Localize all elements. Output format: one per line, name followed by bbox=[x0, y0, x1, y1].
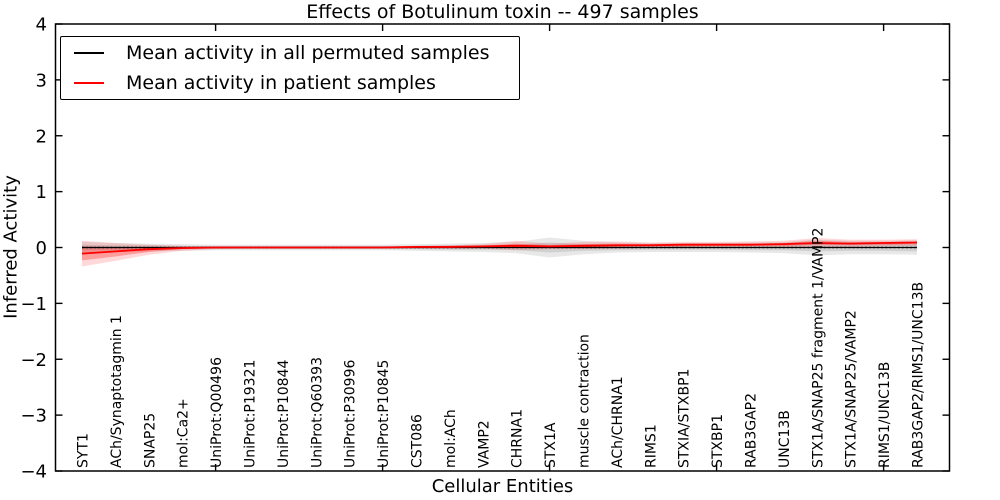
x-category-label: UniProt:P30996 bbox=[343, 360, 359, 468]
x-category-label: UniProt:P19321 bbox=[243, 360, 259, 468]
x-category-label: STXIA/STXBP1 bbox=[677, 369, 693, 468]
band-patient-inner-range bbox=[82, 240, 917, 261]
x-category-label: UniProt:P10844 bbox=[276, 360, 292, 468]
y-tick-label: −1 bbox=[20, 294, 47, 315]
y-tick-label: −4 bbox=[20, 462, 47, 483]
x-category-label: ACh/Synaptotagmin 1 bbox=[109, 315, 125, 468]
x-category-label: RAB3GAP2/RIMS1/UNC13B bbox=[911, 282, 927, 468]
y-tick-label: 2 bbox=[36, 126, 47, 147]
x-category-label: RIMS1/UNC13B bbox=[877, 362, 893, 468]
legend-label: Mean activity in all permuted samples bbox=[126, 41, 490, 64]
x-category-label: muscle contraction bbox=[577, 334, 593, 468]
x-category-label: mol:Ca2+ bbox=[176, 398, 192, 468]
x-category-label: STX1A/SNAP25 fragment 1/VAMP2 bbox=[810, 228, 826, 468]
y-tick-label: 4 bbox=[36, 15, 47, 36]
x-category-label: STX1A bbox=[543, 422, 559, 468]
permuted-line-swatch-icon bbox=[74, 51, 104, 54]
x-category-label: mol:ACh bbox=[443, 409, 459, 468]
x-category-label: UniProt:Q60393 bbox=[309, 357, 325, 468]
x-category-label: CHRNA1 bbox=[510, 409, 526, 468]
chart-title: Effects of Botulinum toxin -- 497 sample… bbox=[306, 1, 699, 23]
x-category-label: CST086 bbox=[410, 414, 426, 468]
y-tick-label: −3 bbox=[20, 406, 47, 427]
x-category-label: SNAP25 bbox=[142, 413, 158, 468]
y-tick-label: 1 bbox=[36, 182, 47, 203]
patient-line-swatch-icon bbox=[74, 82, 104, 85]
x-category-label: UniProt:Q00496 bbox=[209, 357, 225, 468]
legend-label: Mean activity in patient samples bbox=[126, 72, 436, 95]
legend-item: Mean activity in all permuted samples bbox=[61, 38, 519, 67]
y-axis-label: Inferred Activity bbox=[0, 175, 22, 319]
x-category-label: UniProt:P10845 bbox=[376, 360, 392, 468]
x-category-label: UNC13B bbox=[777, 410, 793, 468]
patient-mean-line bbox=[81, 241, 918, 255]
x-category-label: SYT1 bbox=[76, 433, 92, 468]
y-tick-label: −2 bbox=[20, 350, 47, 371]
x-category-label: RIMS1 bbox=[643, 424, 659, 468]
x-category-label: VAMP2 bbox=[476, 420, 492, 468]
legend-item: Mean activity in patient samples bbox=[61, 69, 519, 98]
y-tick-label: 3 bbox=[36, 70, 47, 91]
x-category-label: RAB3GAP2 bbox=[744, 393, 760, 468]
x-category-label: ACh/CHRNA1 bbox=[610, 376, 626, 468]
y-tick-label: 0 bbox=[36, 238, 47, 259]
x-axis-label: Cellular Entities bbox=[431, 476, 574, 497]
x-category-label: STX1A/SNAP25/VAMP2 bbox=[844, 310, 860, 468]
x-category-label: STXBP1 bbox=[710, 414, 726, 468]
legend: Mean activity in all permuted samples Me… bbox=[60, 36, 520, 100]
